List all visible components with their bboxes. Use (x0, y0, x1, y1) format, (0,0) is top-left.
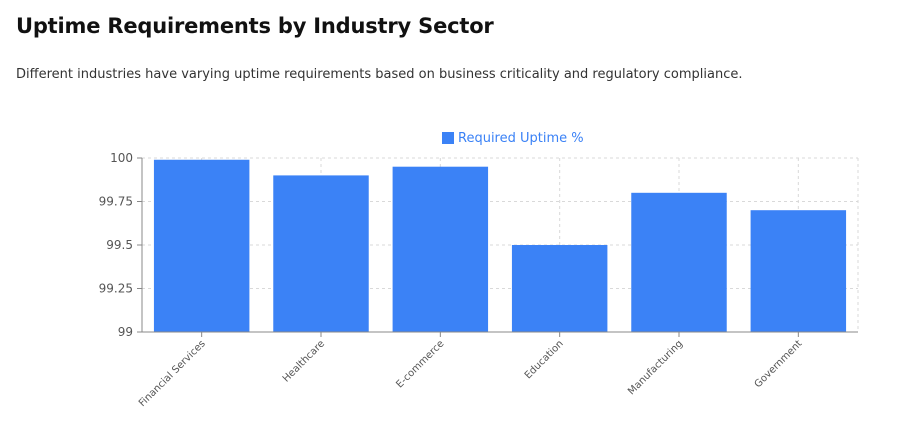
y-tick-label: 100 (110, 151, 133, 165)
page-title: Uptime Requirements by Industry Sector (16, 14, 494, 38)
x-tick-label: Education (523, 338, 566, 381)
y-tick-label: 99 (118, 325, 133, 339)
y-axis-title: Uptime Percentage (%) (67, 108, 81, 247)
x-tick-label: Manufacturing (626, 338, 685, 397)
bar-manufacturing[interactable] (631, 192, 727, 332)
bar-healthcare[interactable] (273, 175, 369, 332)
page-subtitle: Different industries have varying uptime… (16, 67, 743, 82)
bar-e-commerce[interactable] (392, 166, 489, 332)
y-tick-label: 99.75 (99, 195, 133, 209)
bar-education[interactable] (511, 245, 608, 332)
y-tick-label: 99.5 (106, 238, 133, 252)
legend-swatch[interactable] (442, 132, 454, 144)
bars-layer (153, 159, 847, 332)
bar-financial-services[interactable] (153, 159, 250, 332)
legend-label[interactable]: Required Uptime % (458, 131, 584, 146)
x-tick-label: Financial Services (137, 338, 208, 409)
x-tick-label: Government (753, 338, 805, 390)
x-tick-label: E-commerce (394, 338, 446, 390)
y-tick-label: 99.25 (99, 282, 133, 296)
bar-government[interactable] (750, 210, 847, 332)
legend[interactable]: Required Uptime % (442, 131, 584, 146)
axes-layer (137, 157, 858, 337)
x-tick-label: Healthcare (281, 338, 327, 384)
